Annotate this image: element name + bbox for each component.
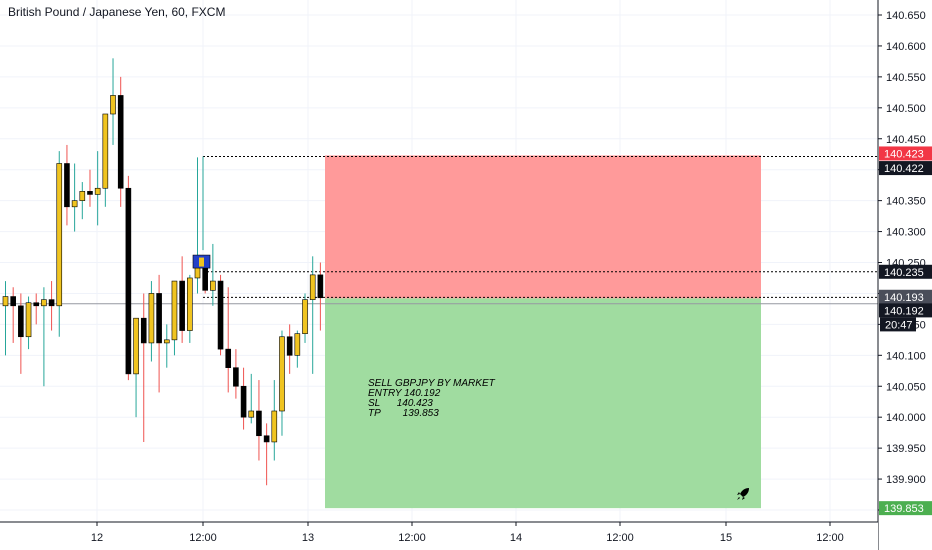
price-label-box bbox=[879, 161, 932, 176]
price-label-text: 140.192 bbox=[884, 305, 924, 317]
price-label-box bbox=[879, 146, 932, 161]
candle-body bbox=[240, 385, 247, 418]
price-tick-label: 140.650 bbox=[886, 10, 926, 22]
candle-body bbox=[256, 410, 262, 437]
candle-body bbox=[225, 348, 232, 368]
rocket-icon[interactable] bbox=[735, 486, 751, 505]
candle-body bbox=[202, 265, 208, 291]
price-label-text: 20:47 bbox=[885, 319, 913, 331]
candle-body bbox=[71, 200, 78, 208]
candle-body bbox=[271, 410, 278, 443]
price-tick-label: 140.300 bbox=[886, 227, 926, 239]
price-tick-label: 140.000 bbox=[886, 412, 926, 424]
time-axis-bg bbox=[0, 522, 878, 550]
price-label-box bbox=[879, 303, 932, 318]
candle-body bbox=[163, 339, 170, 344]
candle-body bbox=[248, 410, 255, 418]
price-label-text: 140.235 bbox=[884, 267, 924, 279]
candle-body bbox=[25, 302, 32, 338]
candle-body bbox=[233, 367, 239, 387]
candle-body bbox=[18, 305, 24, 338]
candle-body bbox=[140, 317, 147, 344]
candle-body bbox=[263, 435, 270, 443]
note-line-4: TP 139.853 bbox=[368, 408, 439, 419]
candle-body bbox=[156, 293, 162, 344]
price-tick-label: 140.050 bbox=[886, 381, 926, 393]
candle-body bbox=[279, 336, 285, 412]
candle-body bbox=[179, 280, 185, 331]
time-tick-label: 15 bbox=[720, 532, 732, 544]
candle-body bbox=[294, 333, 301, 356]
candle-body bbox=[309, 274, 316, 300]
candle-body bbox=[110, 95, 116, 115]
price-label-box bbox=[879, 501, 932, 516]
candle-body bbox=[317, 274, 324, 299]
candle-body bbox=[286, 336, 293, 356]
time-tick-label: 13 bbox=[302, 532, 314, 544]
price-label-text: 140.193 bbox=[884, 292, 924, 304]
price-tick-label: 140.600 bbox=[886, 41, 926, 53]
candle-body bbox=[133, 317, 139, 375]
time-tick-label: 12:00 bbox=[816, 532, 844, 544]
time-tick-label: 12:00 bbox=[398, 532, 426, 544]
highlight-marker-body bbox=[199, 257, 204, 267]
candle-body bbox=[148, 293, 155, 344]
stop-loss-zone bbox=[325, 155, 761, 299]
price-tick-label: 139.900 bbox=[886, 474, 926, 486]
candle-body bbox=[79, 191, 86, 201]
candle-body bbox=[33, 302, 40, 307]
note-line-2: ENTRY 140.192 bbox=[368, 388, 441, 399]
candle-body bbox=[171, 280, 178, 341]
price-tick-label: 140.550 bbox=[886, 72, 926, 84]
chart-title: British Pound / Japanese Yen, 60, FXCM bbox=[8, 5, 226, 19]
time-tick-label: 12:00 bbox=[606, 532, 634, 544]
price-label-box bbox=[879, 264, 932, 279]
price-tick-label: 139.950 bbox=[886, 443, 926, 455]
price-label-box bbox=[879, 289, 932, 304]
candle-body bbox=[2, 296, 9, 307]
price-tick-label: 140.100 bbox=[886, 350, 926, 362]
time-tick-label: 12:00 bbox=[189, 532, 217, 544]
time-tick-label: 14 bbox=[510, 532, 522, 544]
price-tick-label: 140.450 bbox=[886, 134, 926, 146]
price-tick-label: 140.500 bbox=[886, 103, 926, 115]
note-line-1: SELL GBPJPY BY MARKET bbox=[368, 378, 495, 389]
candle-body bbox=[102, 113, 109, 189]
candle-body bbox=[48, 299, 55, 307]
candle-body bbox=[64, 163, 70, 208]
trade-note: SELL GBPJPY BY MARKET ENTRY 140.192 SL 1… bbox=[368, 379, 495, 419]
candle-body bbox=[87, 191, 93, 195]
time-tick-label: 12 bbox=[91, 532, 103, 544]
candle-body bbox=[210, 280, 216, 291]
candle-body bbox=[10, 296, 16, 307]
price-label-box bbox=[880, 317, 916, 332]
candle-body bbox=[56, 163, 63, 307]
candle-body bbox=[302, 299, 308, 334]
take-profit-zone bbox=[325, 298, 761, 509]
price-tick-label: 140.350 bbox=[886, 196, 926, 208]
candle-body bbox=[94, 187, 101, 195]
note-line-3: SL 140.423 bbox=[368, 398, 433, 409]
candle-body bbox=[41, 299, 47, 307]
candle-body bbox=[125, 187, 132, 375]
candle-body bbox=[187, 277, 193, 331]
candle-body bbox=[117, 95, 124, 189]
price-label-text: 140.423 bbox=[884, 148, 924, 160]
price-label-text: 139.853 bbox=[884, 503, 924, 515]
price-label-text: 140.422 bbox=[884, 163, 924, 175]
candle-body bbox=[217, 280, 224, 350]
